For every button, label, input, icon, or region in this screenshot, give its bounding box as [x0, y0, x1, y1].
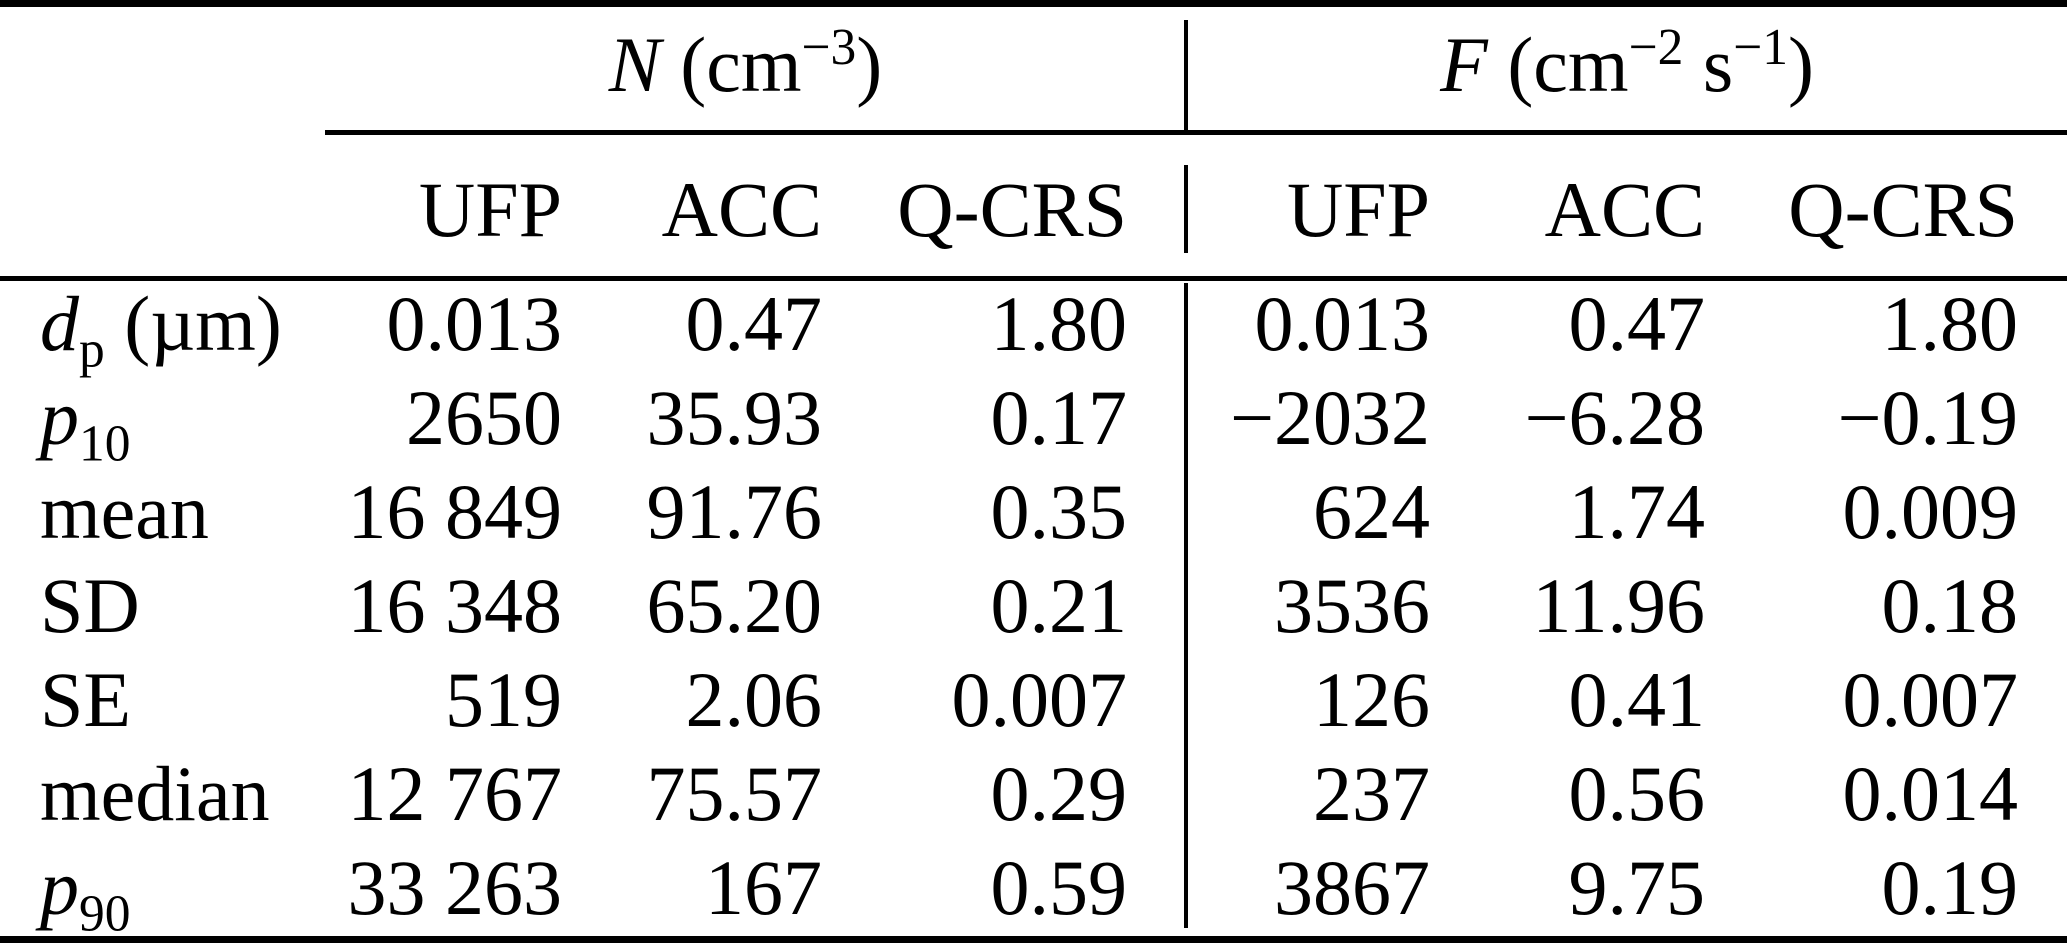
value-cell: 0.18 — [1881, 562, 2019, 649]
spacer-cell — [2018, 841, 2067, 935]
table-row: SD 16 348 65.20 0.21 3536 11.96 0.18 — [0, 559, 2067, 653]
value-cell: 16 348 — [347, 562, 563, 649]
value-cell: 12 767 — [347, 750, 563, 837]
value-cell: 0.014 — [1842, 750, 2019, 837]
table-body: dp (µm) 0.013 0.47 1.80 0.013 0.47 1.80 p10 2650… — [0, 277, 2067, 943]
column-header-f-acc: ACC — [1544, 165, 1706, 253]
row-label: SE — [40, 656, 132, 743]
value-cell: 1.74 — [1568, 468, 1706, 555]
value-cell: −2032 — [1230, 374, 1431, 461]
vertical-divider-segment-middle — [1184, 165, 1188, 253]
corner-cell — [0, 0, 340, 130]
value-cell: 519 — [445, 656, 562, 743]
value-cell: 2650 — [406, 374, 562, 461]
value-cell: 11.96 — [1532, 562, 1706, 649]
column-header-n-ufp: UFP — [418, 165, 562, 253]
header-rule — [0, 276, 2067, 281]
value-cell: 3867 — [1274, 844, 1431, 931]
row-label: SD — [40, 562, 140, 649]
group-header-number-concentration: N (cm−3) — [608, 19, 883, 108]
row-label: p10 — [40, 374, 131, 473]
value-cell: 65.20 — [646, 562, 823, 649]
table-row: p10 2650 35.93 0.17 −2032 −6.28 −0.19 — [0, 371, 2067, 473]
table-row: median 12 767 75.57 0.29 237 0.56 0.014 — [0, 747, 2067, 841]
column-header-f-ufp: UFP — [1286, 165, 1431, 253]
column-header-f-qcrs: Q-CRS — [1788, 165, 2019, 253]
column-header-n-acc: ACC — [661, 165, 822, 253]
value-cell: 624 — [1313, 468, 1431, 555]
value-cell: 0.009 — [1842, 468, 2019, 555]
spacer-cell — [2018, 130, 2067, 277]
value-cell: 0.35 — [990, 468, 1128, 555]
value-cell: 126 — [1313, 656, 1431, 743]
value-cell: 0.17 — [990, 374, 1128, 461]
value-cell: 33 263 — [347, 844, 563, 931]
value-cell: 9.75 — [1568, 844, 1706, 931]
top-rule — [0, 0, 2067, 7]
value-cell: 75.57 — [646, 750, 823, 837]
value-cell: 0.21 — [990, 562, 1128, 649]
spacer-cell — [2018, 653, 2067, 747]
value-cell: 237 — [1313, 750, 1431, 837]
value-cell: 0.007 — [1842, 656, 2019, 743]
value-cell: 16 849 — [347, 468, 563, 555]
spacer-cell — [2018, 747, 2067, 841]
spacer-cell — [2018, 277, 2067, 371]
group-header-flux: F (cm−2 s−1) — [1440, 19, 1814, 108]
group-header-row: N (cm−3) F (cm−2 s−1) — [0, 0, 2067, 130]
value-cell: 0.47 — [1568, 280, 1706, 367]
bottom-rule — [0, 936, 2067, 943]
value-cell: 0.19 — [1881, 844, 2019, 931]
vertical-divider-segment-body — [1184, 283, 1188, 928]
table-row: p90 33 263 167 0.59 3867 9.75 0.19 — [0, 841, 2067, 943]
value-cell: 1.80 — [990, 280, 1128, 367]
row-label: dp (µm) — [40, 280, 282, 379]
value-cell: 3536 — [1274, 562, 1431, 649]
value-cell: 0.56 — [1568, 750, 1706, 837]
value-cell: 2.06 — [685, 656, 823, 743]
spacer-cell — [2018, 371, 2067, 465]
spacer-cell — [2018, 465, 2067, 559]
value-cell: −6.28 — [1524, 374, 1706, 461]
row-label: mean — [40, 468, 209, 555]
value-cell: 1.80 — [1881, 280, 2019, 367]
value-cell: 0.013 — [1254, 280, 1431, 367]
value-cell: 0.007 — [951, 656, 1128, 743]
value-cell: 167 — [705, 844, 822, 931]
column-header-row: UFP ACC Q-CRS UFP ACC Q-CRS — [0, 130, 2067, 277]
value-cell: −0.19 — [1837, 374, 2019, 461]
value-cell: 0.41 — [1568, 656, 1706, 743]
value-cell: 0.59 — [990, 844, 1128, 931]
row-label: median — [40, 750, 270, 837]
row-label: p90 — [40, 844, 131, 943]
group-underline-rule — [325, 130, 2067, 135]
table-row: SE 519 2.06 0.007 126 0.41 0.007 — [0, 653, 2067, 747]
value-cell: 0.47 — [685, 280, 823, 367]
value-cell: 0.29 — [990, 750, 1128, 837]
value-cell: 35.93 — [646, 374, 823, 461]
table-row: dp (µm) 0.013 0.47 1.80 0.013 0.47 1.80 — [0, 277, 2067, 379]
vertical-divider-segment-top — [1184, 20, 1188, 130]
table-row: mean 16 849 91.76 0.35 624 1.74 0.009 — [0, 465, 2067, 559]
column-header-n-qcrs: Q-CRS — [897, 165, 1128, 253]
corner-cell — [0, 130, 340, 277]
spacer-cell — [2018, 559, 2067, 653]
value-cell: 91.76 — [646, 468, 823, 555]
value-cell: 0.013 — [386, 280, 563, 367]
